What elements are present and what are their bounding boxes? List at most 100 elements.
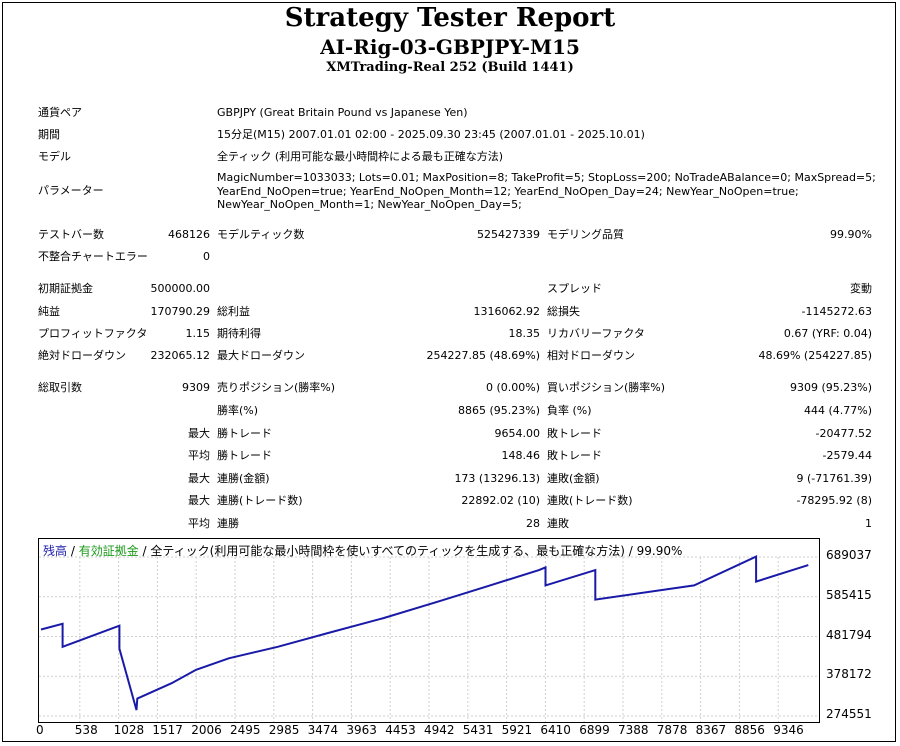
net-label: 純益 <box>38 305 60 318</box>
period-label: 期間 <box>38 128 60 141</box>
cons-losses-money-value: 9 (-71761.39) <box>796 472 872 485</box>
x-tick-label: 2985 <box>268 723 300 737</box>
avg-loss-value: -2579.44 <box>822 449 872 462</box>
x-tick-label: 7878 <box>656 723 688 737</box>
x-tick-label: 1028 <box>113 723 145 737</box>
legend-sep-2: / <box>138 544 151 558</box>
x-tick-label: 3963 <box>346 723 377 737</box>
x-tick-label: 9346 <box>773 723 804 737</box>
bars-label: テストバー数 <box>38 228 104 241</box>
gross-profit-label: 総利益 <box>217 305 250 318</box>
x-tick-label: 6899 <box>579 723 610 737</box>
x-tick-label: 1517 <box>152 723 183 737</box>
x-tick-label: 8367 <box>695 723 727 737</box>
max-loss-label: 敗トレード <box>547 427 602 440</box>
winrate-label: 勝率(%) <box>217 404 259 417</box>
avg-cons-wins-value: 28 <box>526 517 540 530</box>
lossrate-value: 444 (4.77%) <box>803 404 872 417</box>
deposit-label: 初期証拠金 <box>38 282 93 295</box>
short-label: 売りポジション(勝率%) <box>217 381 336 394</box>
symbol-value: GBPJPY (Great Britain Pound vs Japanese … <box>217 106 468 119</box>
x-tick-label: 2495 <box>230 723 261 737</box>
x-tick-label: 6410 <box>540 723 571 737</box>
avg-cons-losses-label: 連敗 <box>547 517 569 530</box>
long-value: 9309 (95.23%) <box>789 381 872 394</box>
ticks-label: モデルティック数 <box>217 228 305 241</box>
avg-win-value: 148.46 <box>501 449 541 462</box>
legend-balance: 残高 <box>43 544 68 558</box>
chart-legend: 残高 / 有効証拠金 / 全ティック(利用可能な最小時間枠を使いすべてのティック… <box>43 542 682 559</box>
ticks-value: 525427339 <box>477 228 540 241</box>
balance-chart <box>38 538 820 723</box>
chart-plot <box>39 555 819 722</box>
max-word-2: 最大 <box>188 472 210 485</box>
y-tick-label: 585415 <box>826 587 872 602</box>
winrate-value: 8865 (95.23%) <box>457 404 540 417</box>
recovery-label: リカバリーファクタ <box>547 327 645 340</box>
pf-value: 1.15 <box>185 327 211 340</box>
max-dd-value: 254227.85 (48.69%) <box>426 349 540 362</box>
params-label: パラメーター <box>38 184 104 197</box>
max-win-label: 勝トレード <box>217 427 272 440</box>
payoff-label: 期待利得 <box>217 327 261 340</box>
max-dd-label: 最大ドローダウン <box>217 349 305 362</box>
max-win-value: 9654.00 <box>494 427 541 440</box>
y-tick-label: 689037 <box>826 548 872 562</box>
avg-cons-wins-label: 連勝 <box>217 517 239 530</box>
report-title: Strategy Tester Report <box>284 3 616 33</box>
rel-dd-value: 48.69% (254227.85) <box>758 349 872 362</box>
cons-loss-value: -78295.92 (8) <box>796 494 872 507</box>
y-tick-label: 274551 <box>826 707 872 721</box>
period-value: 15分足(M15) 2007.01.01 02:00 - 2025.09.30 … <box>217 128 645 141</box>
quality-value: 99.90% <box>830 228 872 241</box>
x-tick-label: 0 <box>36 723 44 737</box>
recovery-value: 0.67 (YRF: 0.04) <box>783 327 872 340</box>
x-tick-label: 5431 <box>462 723 494 737</box>
x-tick-label: 7388 <box>618 723 649 737</box>
model-label: モデル <box>38 150 71 163</box>
y-tick-label: 378172 <box>826 667 872 682</box>
avg-win-label: 勝トレード <box>217 449 272 462</box>
legend-equity: 有効証拠金 <box>78 544 139 558</box>
cons-profit-value: 22892.02 (10) <box>461 494 540 507</box>
x-tick-label: 538 <box>74 723 98 737</box>
x-tick-label: 8856 <box>734 723 765 737</box>
ea-name: AI-Rig-03-GBPJPY-M15 <box>320 35 580 59</box>
cons-loss-label: 連敗(トレード数) <box>547 494 633 507</box>
symbol-label: 通貨ペア <box>38 106 82 119</box>
balance-line <box>40 555 809 711</box>
avg-cons-losses-value: 1 <box>865 517 872 530</box>
max-loss-value: -20477.52 <box>815 427 872 440</box>
legend-model: 全ティック(利用可能な最小時間枠を使いすべてのティックを生成する、最も正確な方法… <box>150 544 683 558</box>
cons-wins-money-value: 173 (13296.13) <box>454 472 540 485</box>
model-value: 全ティック (利用可能な最小時間枠による最も正確な方法) <box>217 150 504 163</box>
trades-value: 9309 <box>182 381 210 394</box>
y-tick-label: 481794 <box>826 627 872 642</box>
bars-value: 468126 <box>168 228 210 241</box>
quality-label: モデリング品質 <box>547 228 624 241</box>
gross-loss-value: -1145272.63 <box>801 305 872 318</box>
avg-word: 平均 <box>188 449 210 462</box>
cons-losses-money-label: 連敗(金額) <box>547 472 600 485</box>
spread-label: スプレッド <box>547 282 602 295</box>
trades-label: 総取引数 <box>38 381 82 394</box>
rel-dd-label: 相対ドローダウン <box>547 349 635 362</box>
pf-label: プロフィットファクタ <box>38 327 148 340</box>
gross-loss-label: 総損失 <box>547 305 580 318</box>
cons-profit-label: 連勝(トレード数) <box>217 494 303 507</box>
server-build: XMTrading-Real 252 (Build 1441) <box>326 60 574 75</box>
spread-value: 変動 <box>850 282 872 295</box>
lossrate-label: 負率 (%) <box>547 404 592 417</box>
avg-word-2: 平均 <box>188 517 210 530</box>
long-label: 買いポジション(勝率%) <box>547 381 666 394</box>
payoff-value: 18.35 <box>508 327 541 340</box>
short-value: 0 (0.00%) <box>485 381 540 394</box>
deposit-value: 500000.00 <box>150 282 211 295</box>
abs-dd-value: 232065.12 <box>150 349 211 362</box>
x-tick-label: 2006 <box>191 723 222 737</box>
mismatch-label: 不整合チャートエラー <box>38 250 148 263</box>
max-word-3: 最大 <box>188 494 210 507</box>
abs-dd-label: 絶対ドローダウン <box>38 349 126 362</box>
x-tick-label: 4453 <box>385 723 416 737</box>
